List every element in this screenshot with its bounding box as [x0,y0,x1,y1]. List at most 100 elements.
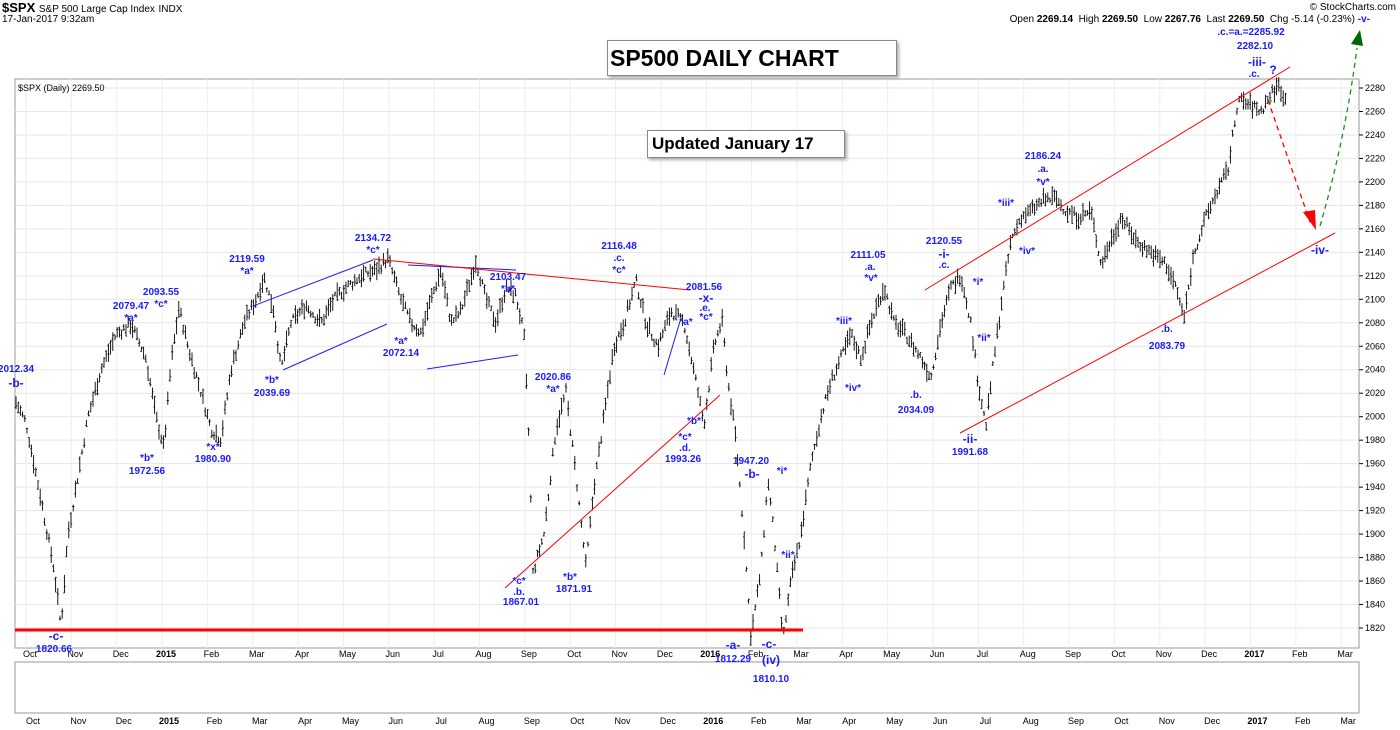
y-tick-label: 2160 [1365,224,1385,234]
wave-annotations: 2012.34-b--c-1820.662079.47*a**b*1972.56… [0,27,1329,685]
x-tick-label: Sep [1065,649,1081,659]
y-tick-label: 2140 [1365,247,1385,257]
x-tick-label: Feb [204,649,220,659]
wave-label: 2079.47 [113,301,150,312]
chg-marker: -v- [1357,14,1370,25]
wave-label: .d. [679,443,691,454]
x-tick-label: Dec [1201,649,1218,659]
x-tick-label-lower: Nov [70,716,87,726]
y-tick-label: 1840 [1365,600,1385,610]
wave-label: 2103.47 [490,272,527,283]
triangle-lower-line [282,323,388,371]
ohlc-readout: Open 2269.14 High 2269.50 Low 2267.76 La… [1009,14,1370,25]
y-tick-label: 2120 [1365,271,1385,281]
wave-label: 2186.24 [1025,151,1062,162]
x-tick-label-lower: Nov [615,716,632,726]
channel-lower-line [959,232,1336,434]
x-tick-label-lower: Jun [389,716,404,726]
wave-label: .a. [1037,164,1048,175]
stockcharts-credit[interactable]: © StockCharts.com [1309,2,1396,13]
x-tick-label-lower: Sep [524,716,540,726]
wave-label: -iv- [1311,243,1329,257]
x-tick-label: Jul [977,649,989,659]
wave-label: *ii* [781,550,794,561]
x-tick-label-lower: May [886,716,904,726]
y-tick-label: 1820 [1365,623,1385,633]
wave-label: -c- [49,629,64,643]
wave-label: *v* [864,273,877,284]
x-tick-label-lower: 2016 [703,716,723,726]
x-tick-label-lower: Sep [1068,716,1084,726]
y-tick-label: 2060 [1365,341,1385,351]
symbol-title: $SPX S&P 500 Large Cap Index INDX [2,0,183,15]
x-tick-label: Sep [521,649,537,659]
x-tick-label-lower: 2017 [1247,716,1267,726]
y-tick-label: 2000 [1365,412,1385,422]
wave-label: *iv* [1019,246,1035,257]
y-tick-label: 1980 [1365,435,1385,445]
wave-label: *iii* [998,198,1014,209]
x-tick-label: Nov [67,649,84,659]
wave-label: 2081.56 [686,282,723,293]
x-tick-label-lower: Aug [478,716,494,726]
wave-label: *b* [140,453,154,464]
wave-label: -i- [938,247,949,261]
wave-label: *a* [124,313,137,324]
wave-label: 2282.10 [1237,41,1274,52]
updated-box: Updated January 17 [647,130,845,158]
wave-label: 1812.29 [715,654,752,665]
x-tick-label: Oct [567,649,582,659]
x-tick-label: May [883,649,901,659]
wave-label: -ii- [963,432,978,446]
wave-label: *b* [501,284,515,295]
x-tick-label-lower: Mar [1340,716,1356,726]
wave-label: 2116.48 [601,241,637,252]
wave-label: *i* [973,277,984,288]
wave-label: 1991.68 [952,447,989,458]
x-tick-label: Jul [432,649,444,659]
wave-label: *a* [679,317,692,328]
x-tick-label: Dec [657,649,674,659]
x-tick-label-lower: Nov [1159,716,1176,726]
wave-label: .b. [513,587,525,598]
wave-label: .c. [1248,69,1259,80]
x-tick-label-lower: Aug [1023,716,1039,726]
wave-label: .c.=a.=2285.92 [1217,27,1285,38]
wave-label: 2093.55 [143,287,180,298]
y-tick-label: 2040 [1365,365,1385,375]
x-tick-label-lower: Mar [796,716,812,726]
y-tick-label: 1860 [1365,576,1385,586]
wave-label: *ii* [977,333,990,344]
wave-label: -b- [744,467,759,481]
x-tick-label: May [339,649,357,659]
x-tick-label: Apr [295,649,309,659]
x-tick-label: Nov [1156,649,1173,659]
small-wedge-line [663,317,682,376]
x-tick-label-lower: Jul [980,716,992,726]
wave-label: .b. [910,390,922,401]
x-tick-label: Jun [386,649,401,659]
wave-label: .e. [699,303,710,314]
x-tick-label: Aug [475,649,491,659]
y-tick-label: 1960 [1365,459,1385,469]
x-tick-label-lower: Feb [207,716,223,726]
wave-label: 2083.79 [1149,341,1186,352]
x-tick-label-lower: May [342,716,360,726]
wave-label: *iii* [836,316,852,327]
wave-label: -iii- [1248,55,1266,69]
x-axis-lower: Oct Nov Dec 2015 Feb Mar Apr May Jun Jul Aug Sep Oct… [26,716,1356,726]
wave-label: 2034.09 [898,405,935,416]
wave-label: (iv) [762,653,780,667]
wave-label: .c. [938,260,949,271]
wave-label: 2120.55 [926,236,963,247]
wave-label: *a* [394,336,407,347]
wave-label: 2012.34 [0,364,35,375]
x-tick-label: 2016 [700,649,720,659]
y-axis: 1820 1840 1860 1880 1900 1920 1940 1960 1980 2000… [1359,83,1385,633]
x-tick-label-lower: Dec [116,716,133,726]
wave-label: *b* [563,572,577,583]
y-tick-label: 2020 [1365,388,1385,398]
y-tick-label: 1880 [1365,553,1385,563]
wave-label: 1980.90 [195,454,232,465]
y-tick-label: 2260 [1365,106,1385,116]
